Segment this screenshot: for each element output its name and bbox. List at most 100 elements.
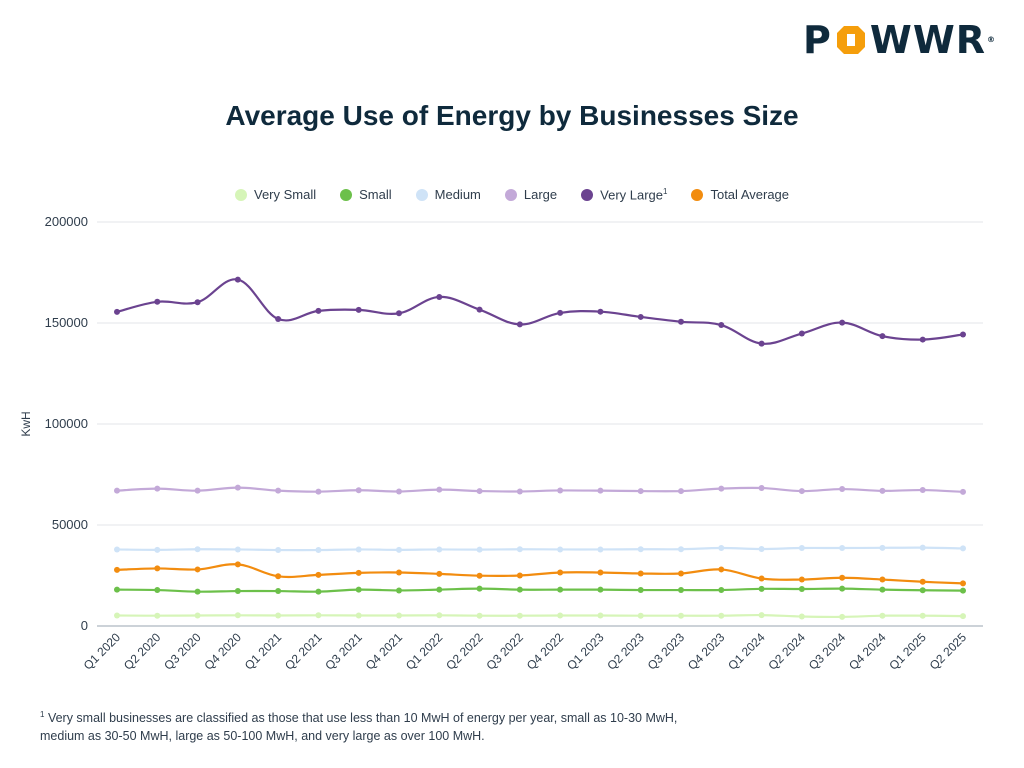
data-point-medium	[114, 546, 120, 553]
series-line-very-small	[116, 613, 964, 619]
data-point-very-small	[678, 612, 684, 619]
data-point-large	[839, 486, 846, 493]
data-point-medium	[355, 546, 362, 553]
data-point-total-average	[798, 576, 805, 583]
data-point-large	[678, 488, 684, 495]
y-tick-label: 100000	[45, 416, 88, 431]
data-point-large	[315, 488, 322, 495]
data-point-very-small	[516, 612, 523, 619]
data-point-total-average	[597, 569, 604, 576]
data-point-very-large	[114, 308, 120, 315]
data-point-very-large	[718, 322, 725, 329]
data-point-very-large	[637, 313, 644, 320]
data-point-medium	[839, 545, 846, 552]
legend-label: Very Large1	[600, 187, 668, 203]
data-point-very-small	[798, 613, 805, 620]
x-tick-label: Q2 2025	[927, 630, 970, 673]
x-tick-label: Q2 2024	[766, 630, 809, 673]
data-point-total-average	[234, 561, 241, 568]
data-point-total-average	[637, 570, 644, 577]
data-point-large	[516, 488, 523, 495]
data-point-very-small	[758, 612, 765, 619]
data-point-total-average	[275, 573, 282, 580]
data-point-medium	[597, 546, 604, 553]
x-tick-label: Q4 2024	[846, 630, 889, 673]
data-point-very-large	[194, 299, 201, 306]
data-point-very-small	[315, 612, 322, 619]
data-point-small	[718, 587, 725, 594]
data-point-total-average	[879, 576, 886, 583]
legend-label: Very Small	[253, 187, 317, 203]
data-point-very-small	[476, 612, 483, 619]
data-point-medium	[194, 546, 201, 553]
legend-marker	[691, 188, 704, 201]
data-point-medium	[436, 546, 443, 553]
legend-item-very-small: Very Small	[234, 187, 317, 203]
data-point-small	[476, 585, 483, 592]
data-point-very-small	[879, 612, 886, 619]
data-point-large	[436, 486, 443, 493]
data-point-very-large	[476, 306, 483, 313]
data-point-very-large	[798, 330, 805, 337]
data-point-very-large	[275, 315, 282, 322]
data-point-large	[234, 484, 241, 491]
x-tick-label: Q4 2023	[685, 630, 728, 673]
data-point-small	[194, 588, 201, 595]
data-point-medium	[678, 546, 684, 553]
y-tick-label: 150000	[45, 315, 88, 330]
data-point-small	[557, 586, 564, 593]
data-point-very-small	[436, 612, 443, 619]
x-tick-label: Q2 2021	[282, 630, 325, 673]
data-point-very-small	[234, 612, 241, 619]
data-point-total-average	[194, 566, 201, 573]
data-point-total-average	[355, 569, 362, 576]
data-point-very-large	[557, 309, 564, 316]
data-point-small	[355, 586, 362, 593]
x-tick-label: Q3 2020	[161, 630, 204, 673]
x-tick-label: Q3 2021	[322, 630, 365, 673]
data-point-very-small	[154, 612, 161, 619]
series-line-very-large	[116, 278, 964, 345]
data-point-very-large	[234, 276, 241, 283]
registered-mark: ®	[987, 35, 996, 44]
x-tick-label: Q4 2020	[202, 630, 245, 673]
data-point-very-small	[396, 612, 402, 619]
data-point-small	[275, 588, 282, 595]
data-point-very-large	[516, 321, 523, 328]
data-point-medium	[557, 546, 564, 553]
data-point-very-small	[114, 612, 120, 619]
data-point-medium	[960, 545, 966, 552]
x-tick-label: Q4 2021	[363, 630, 406, 673]
legend-item-small: Small	[340, 187, 392, 202]
data-point-small	[396, 587, 402, 594]
x-tick-label: Q2 2020	[121, 630, 164, 673]
data-point-large	[154, 485, 161, 492]
data-point-small	[919, 587, 926, 594]
legend-item-very-large: Very Large1	[581, 187, 667, 202]
data-point-very-large	[919, 336, 926, 343]
x-tick-label: Q1 2023	[564, 630, 607, 673]
x-tick-label: Q3 2022	[484, 630, 527, 673]
series-line-medium	[116, 546, 964, 552]
data-point-total-average	[839, 574, 846, 581]
series-line-total-average	[116, 563, 964, 585]
data-point-medium	[476, 546, 483, 553]
x-tick-label: Q1 2025	[886, 630, 929, 673]
data-point-medium	[396, 546, 402, 553]
x-tick-label: Q3 2024	[806, 630, 849, 673]
data-point-large	[718, 485, 725, 492]
data-point-large	[960, 488, 966, 495]
data-point-very-large	[355, 306, 362, 313]
data-point-small	[798, 586, 805, 593]
data-point-total-average	[315, 571, 322, 578]
data-point-small	[234, 588, 241, 595]
data-point-small	[315, 588, 322, 595]
data-point-medium	[919, 544, 926, 551]
powwr-logo: P WWR ®	[803, 20, 996, 60]
footnote-marker: 1	[40, 710, 45, 719]
data-point-very-large	[879, 333, 886, 340]
legend-label: Large	[523, 187, 558, 203]
data-point-medium	[798, 545, 805, 552]
data-point-total-average	[557, 569, 564, 576]
data-point-total-average	[476, 572, 483, 579]
